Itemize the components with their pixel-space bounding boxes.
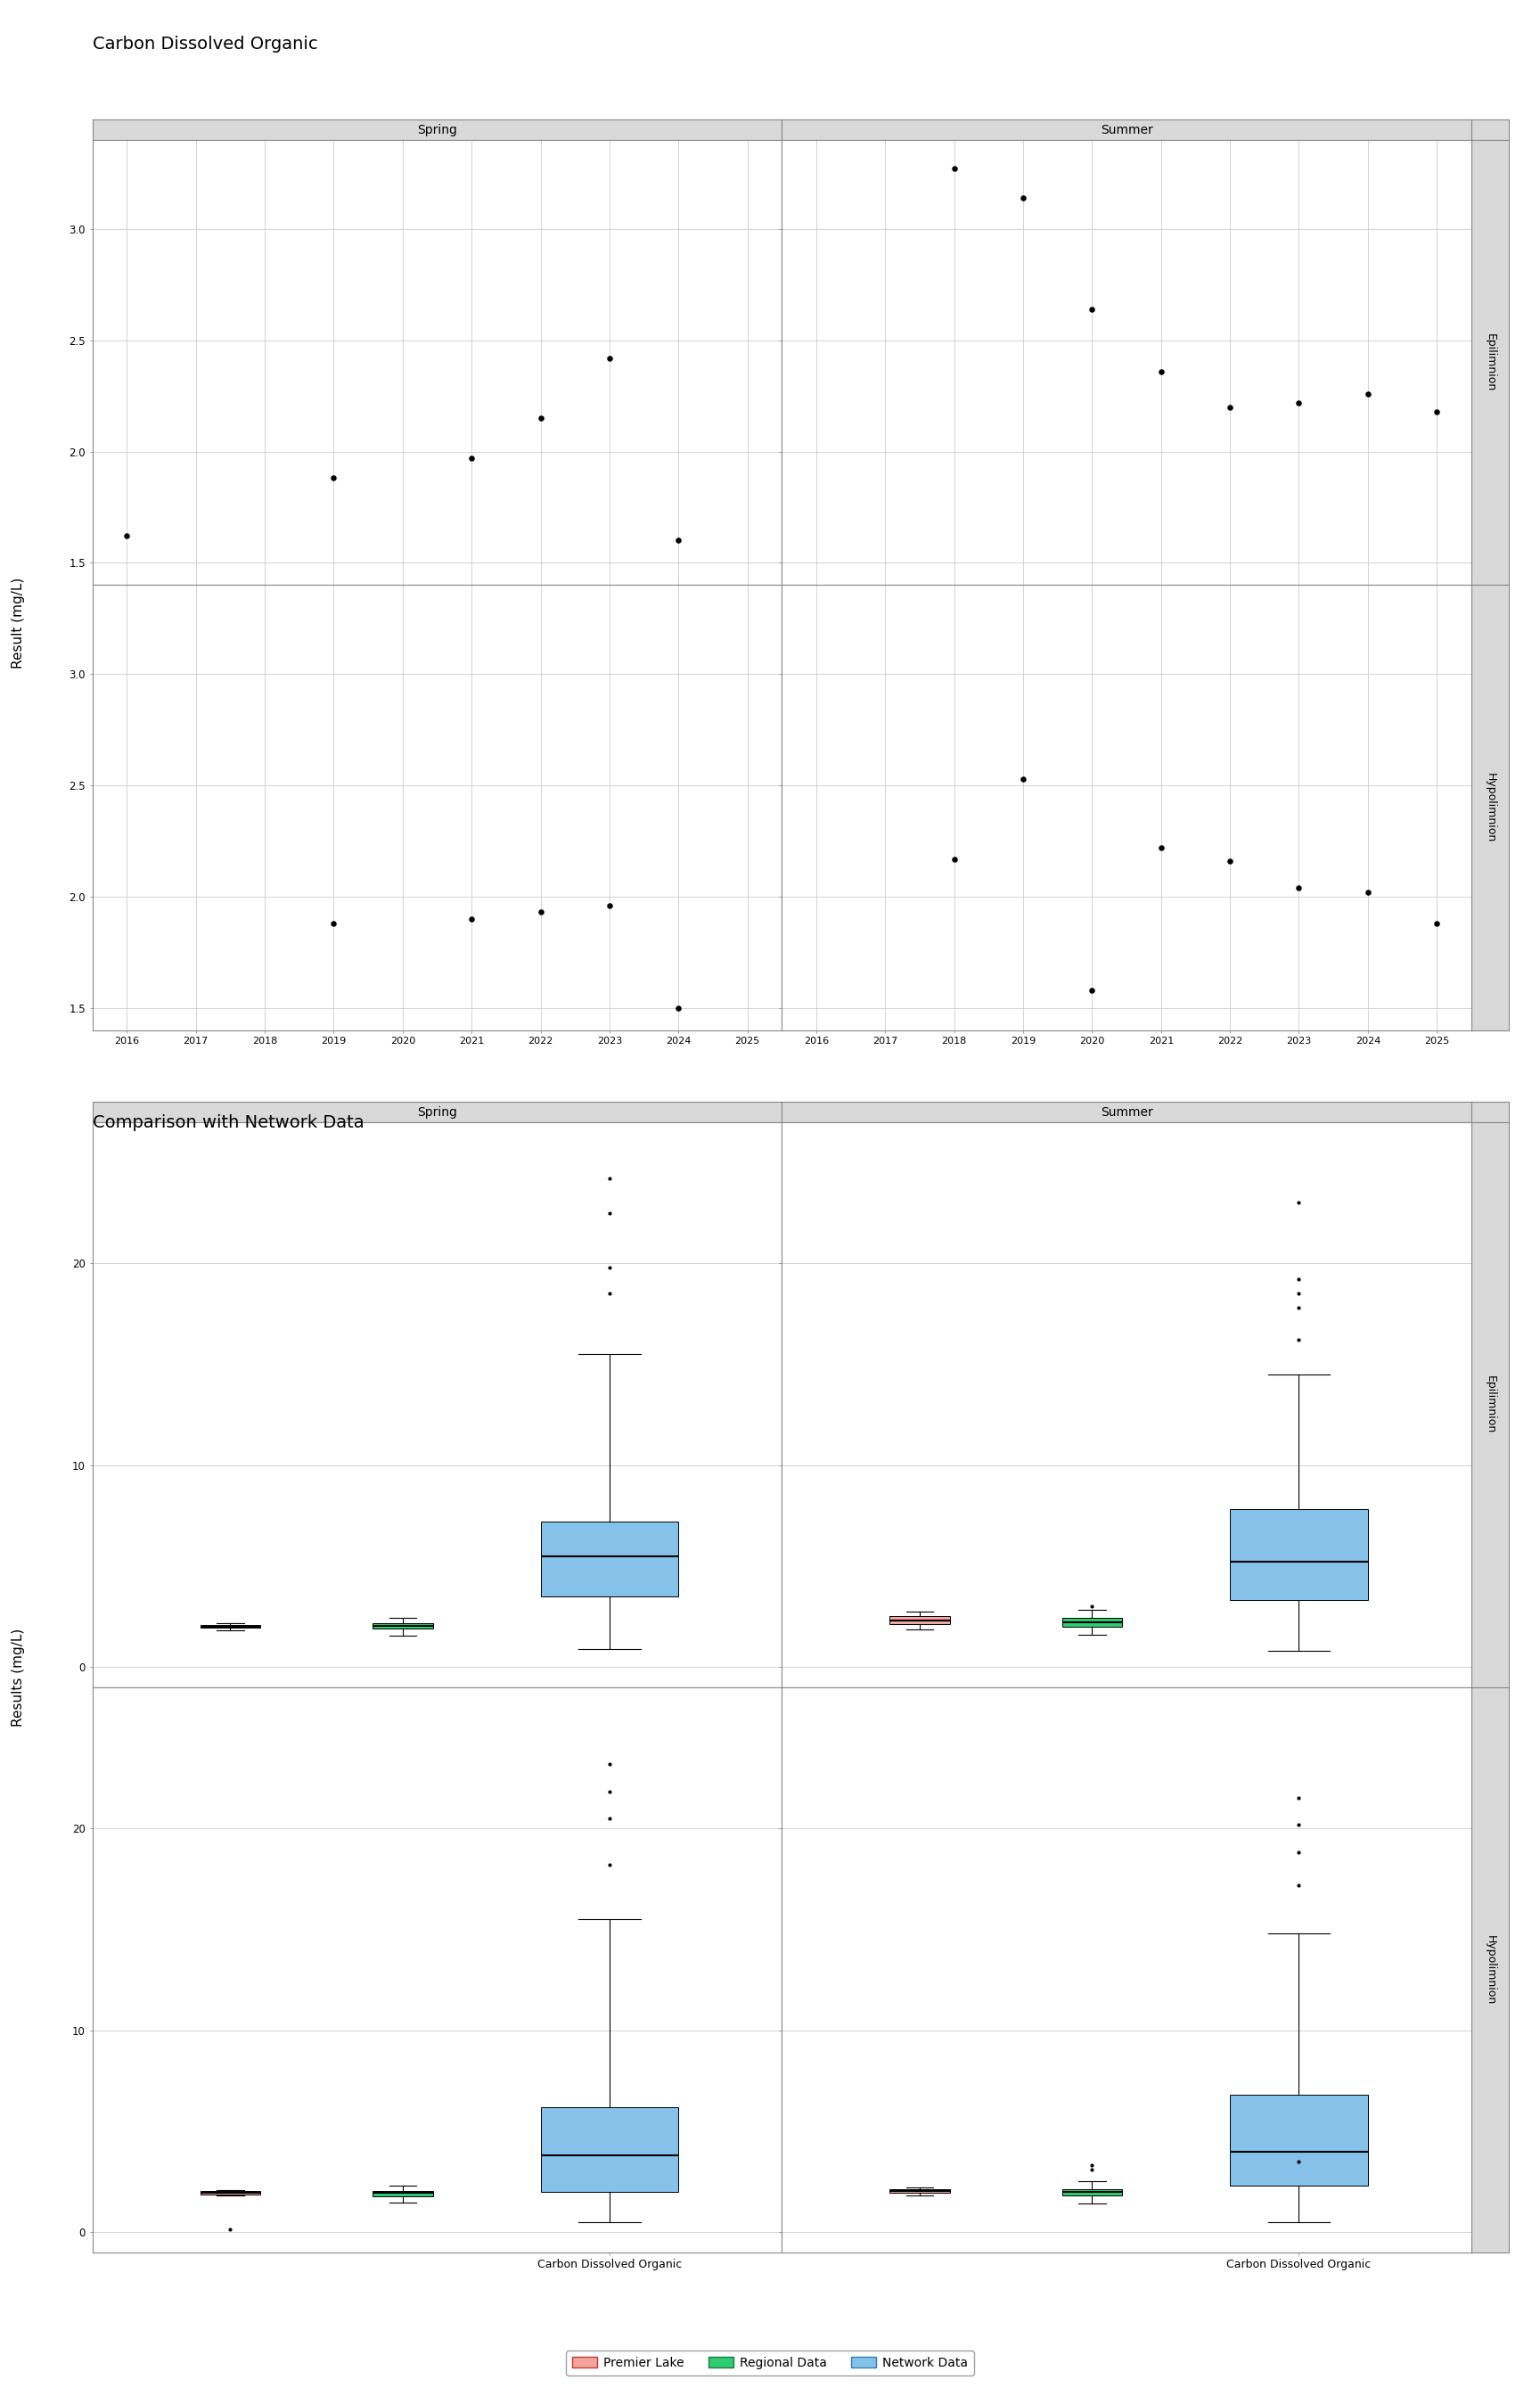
Bar <box>200 1624 260 1627</box>
Point <box>1355 374 1380 412</box>
Point <box>528 894 553 932</box>
Point <box>1080 970 1104 1009</box>
Point <box>114 518 139 556</box>
Point <box>1080 290 1104 328</box>
Bar <box>1063 1617 1123 1627</box>
Point <box>1286 870 1311 908</box>
Point <box>1286 383 1311 422</box>
Legend: Premier Lake, Regional Data, Network Data: Premier Lake, Regional Data, Network Dat… <box>565 2350 975 2374</box>
Text: Comparison with Network Data: Comparison with Network Data <box>92 1114 363 1131</box>
Text: Epilimnion: Epilimnion <box>1485 1375 1495 1433</box>
Point <box>942 839 967 877</box>
Text: Summer: Summer <box>1101 1107 1153 1119</box>
Bar <box>541 2106 679 2192</box>
Bar <box>890 1617 950 1624</box>
Point <box>459 438 484 477</box>
Point <box>667 990 691 1028</box>
Point <box>528 398 553 436</box>
Point <box>1149 352 1173 391</box>
Text: Hypolimnion: Hypolimnion <box>1485 1936 1495 2005</box>
Text: Hypolimnion: Hypolimnion <box>1485 774 1495 843</box>
Bar <box>200 2192 260 2195</box>
Bar <box>541 1521 679 1596</box>
Point <box>1218 388 1243 426</box>
Text: Carbon Dissolved Organic: Carbon Dissolved Organic <box>92 36 317 53</box>
Bar <box>373 1622 433 1629</box>
Text: Epilimnion: Epilimnion <box>1485 333 1495 391</box>
Point <box>1149 829 1173 867</box>
Point <box>1218 841 1243 879</box>
Point <box>667 522 691 561</box>
Point <box>1424 393 1449 431</box>
Point <box>1010 760 1035 798</box>
Text: Spring: Spring <box>417 1107 457 1119</box>
Point <box>1010 180 1035 218</box>
Point <box>322 903 346 942</box>
Point <box>322 460 346 498</box>
Bar <box>890 2190 950 2192</box>
Bar <box>1063 2190 1123 2195</box>
Point <box>598 887 622 925</box>
Point <box>1424 903 1449 942</box>
Bar <box>373 2190 433 2197</box>
Text: Summer: Summer <box>1101 125 1153 137</box>
Point <box>459 901 484 939</box>
Text: Spring: Spring <box>417 125 457 137</box>
Bar <box>1230 1509 1368 1601</box>
Point <box>598 338 622 376</box>
Point <box>942 149 967 187</box>
Bar <box>1230 2094 1368 2185</box>
Point <box>1355 872 1380 910</box>
Text: Results (mg/L): Results (mg/L) <box>12 1627 25 1728</box>
Text: Result (mg/L): Result (mg/L) <box>12 577 25 668</box>
